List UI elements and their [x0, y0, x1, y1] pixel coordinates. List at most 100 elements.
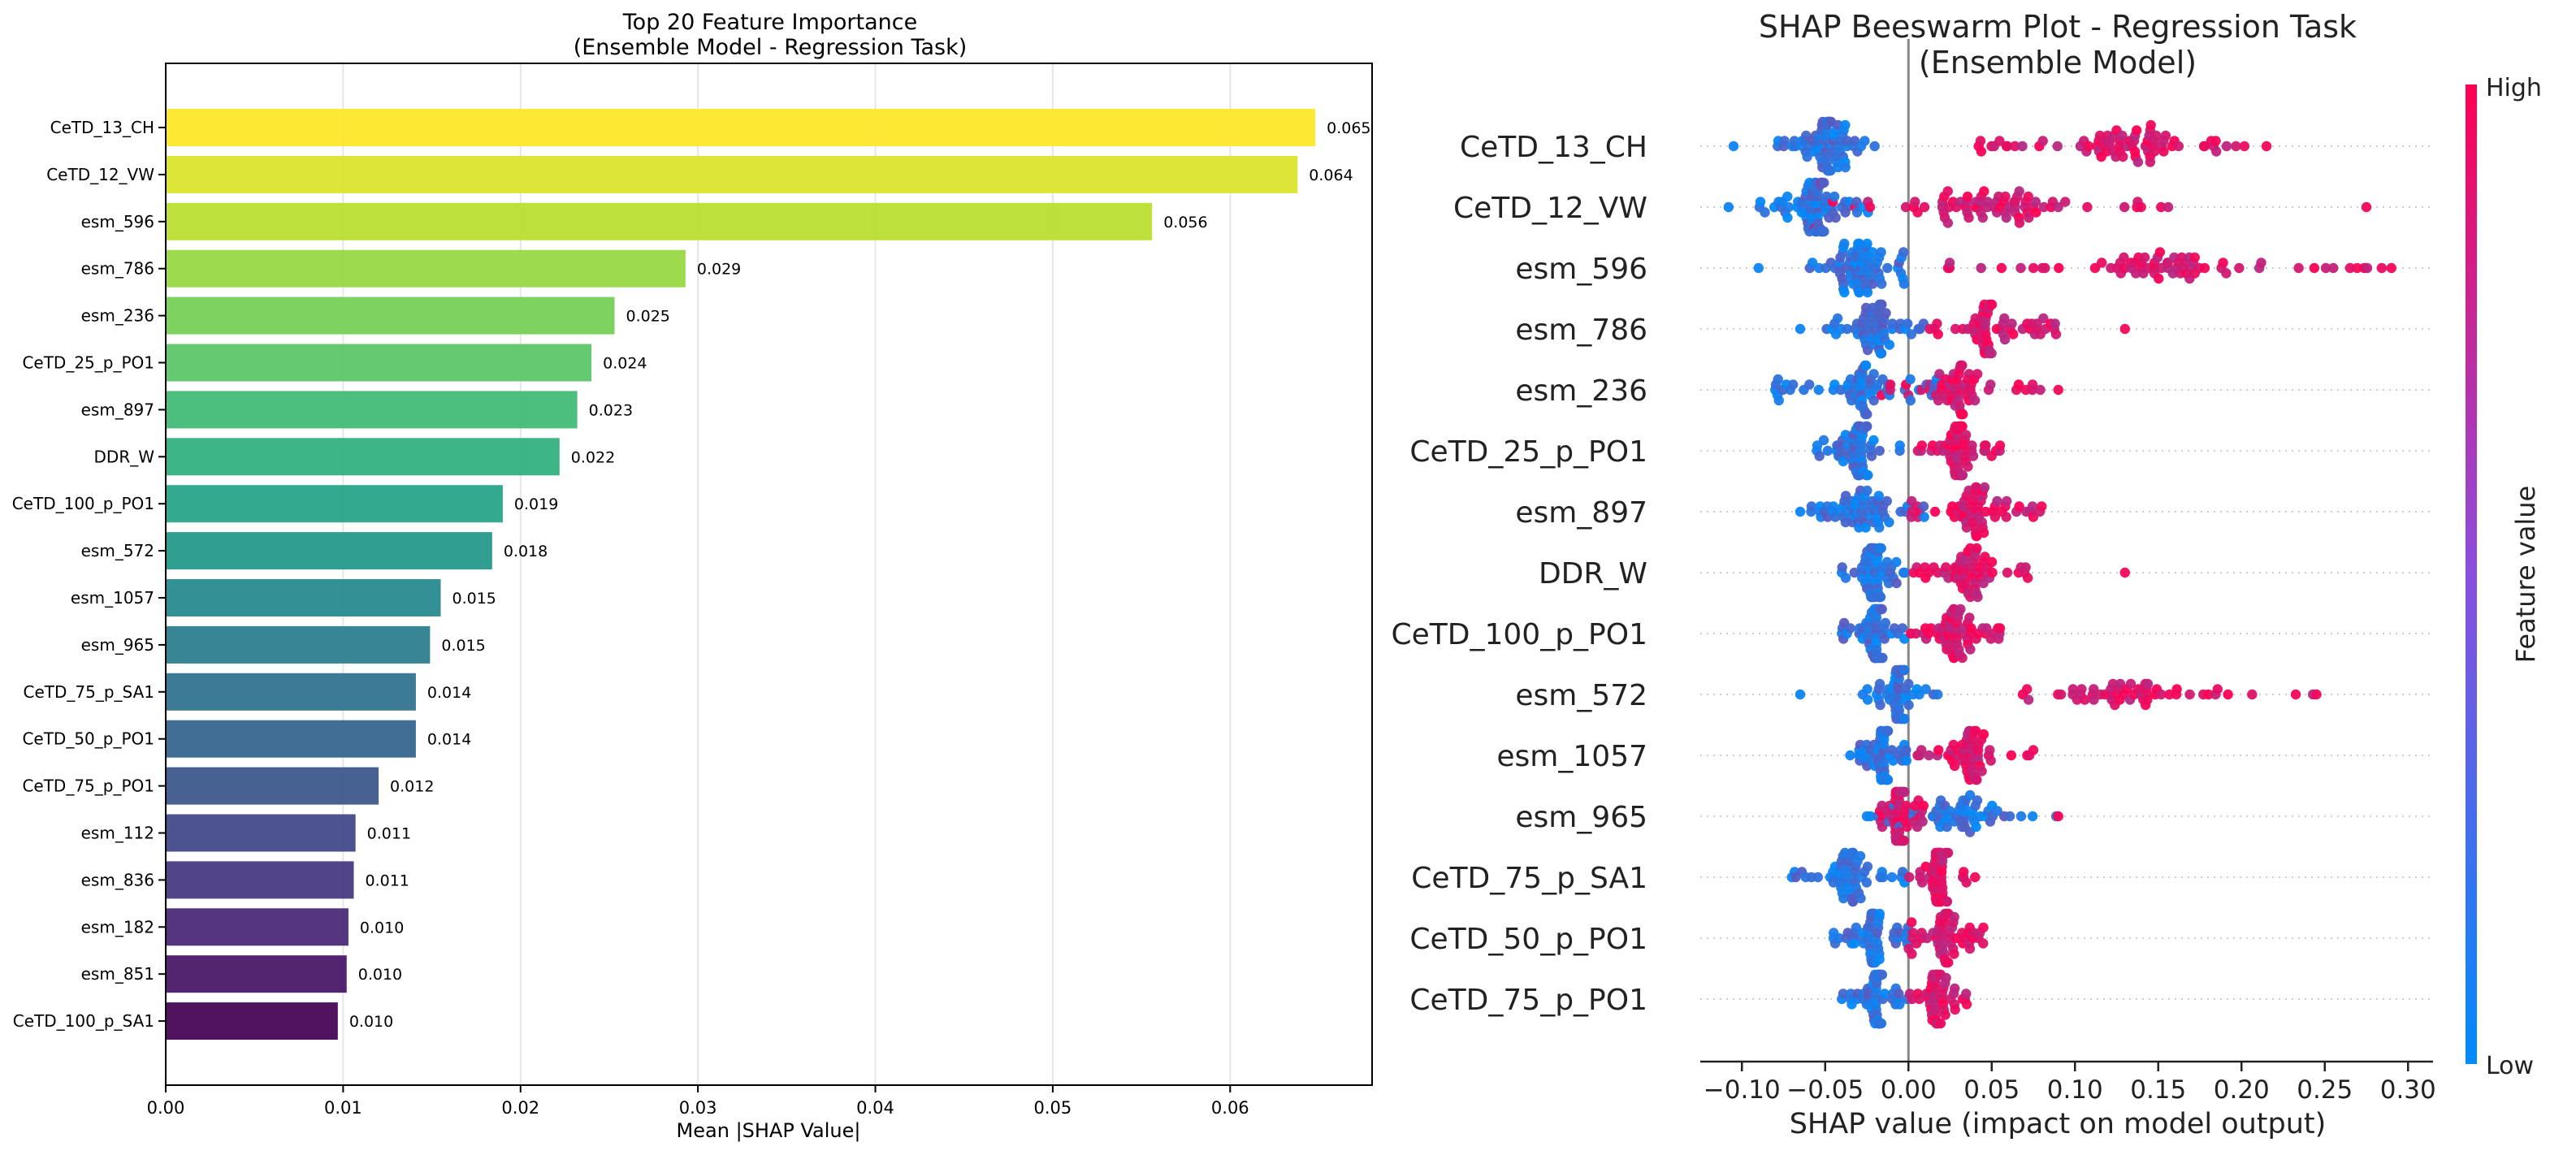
beeswarm-point	[1971, 821, 1981, 833]
beeswarm-point	[2004, 811, 2015, 822]
beeswarm-point	[2239, 141, 2250, 152]
beeswarm-point	[1877, 299, 1887, 310]
beeswarm-point	[2151, 130, 2162, 141]
beeswarm-point	[1874, 954, 1885, 965]
beeswarm-point	[1985, 379, 1996, 390]
beeswarm-point	[1910, 197, 1920, 207]
bar	[166, 814, 356, 852]
beeswarm-point	[1944, 806, 1955, 816]
beeswarm-point	[1868, 395, 1879, 406]
beeswarm-point	[1886, 872, 1898, 883]
beeswarm-point	[1981, 440, 1991, 451]
bar-category-label: CeTD_75_p_SA1	[23, 682, 154, 702]
beeswarm-point	[2115, 678, 2126, 690]
beeswarm-point	[1906, 917, 1917, 928]
beeswarm-point	[1978, 922, 1989, 933]
beeswarm-point	[2189, 252, 2200, 263]
beeswarm-point	[2014, 186, 2024, 197]
beeswarm-point	[1866, 451, 1877, 461]
beeswarm-point	[1875, 699, 1885, 711]
beeswarm-point	[1900, 201, 1911, 213]
beeswarm-point	[2361, 201, 2372, 213]
beeswarm-point	[2007, 329, 2019, 340]
beeswarm-point	[1944, 257, 1955, 268]
beeswarm-point	[2023, 694, 2034, 705]
beeswarm-point	[1950, 983, 1960, 994]
bar-category-label: esm_1057	[71, 588, 154, 608]
beeswarm-point	[1874, 522, 1885, 533]
beeswarm-point	[2097, 257, 2107, 268]
beeswarm-point	[1977, 212, 1988, 223]
beeswarm-point	[2000, 191, 2011, 202]
beeswarm-point	[1978, 938, 1989, 949]
beeswarm-point	[1972, 591, 1983, 603]
beeswarm-point	[2030, 197, 2041, 207]
beeswarm-point	[2028, 745, 2039, 755]
beeswarm-feature-label: CeTD_50_p_PO1	[1409, 923, 1647, 956]
beeswarm-point	[1868, 369, 1879, 379]
beeswarm-point	[2221, 268, 2232, 279]
beeswarm-point	[1985, 755, 1996, 766]
beeswarm-point	[2002, 495, 2012, 507]
beeswarm-point	[2158, 146, 2169, 157]
beeswarm-point	[1787, 379, 1799, 390]
bar-category-label: esm_965	[81, 635, 154, 655]
beeswarm-point	[1961, 999, 1972, 1010]
beeswarm-point	[1981, 506, 1991, 517]
beeswarm-point	[1912, 207, 1923, 218]
beeswarm-point	[1832, 313, 1843, 324]
beeswarm-point	[1790, 141, 1801, 152]
beeswarm-point	[2247, 689, 2258, 700]
beeswarm-point	[2142, 678, 2154, 690]
beeswarm-point	[1994, 623, 2006, 634]
beeswarm-point	[2136, 201, 2146, 213]
beeswarm-point	[1862, 861, 1873, 872]
beeswarm-point	[1873, 491, 1884, 501]
beeswarm-point	[1783, 201, 1795, 213]
beeswarm-point	[1940, 1010, 1950, 1020]
bar-x-axis: 0.00 0.01 0.02 0.03 0.04 0.05 0.06	[147, 1085, 1249, 1118]
bar	[166, 155, 1298, 193]
beeswarm-point	[1833, 162, 1843, 173]
beeswarm-point	[1942, 896, 1953, 907]
beeswarm-point	[1869, 141, 1880, 152]
beeswarm-point	[1992, 806, 2002, 816]
beeswarm-point	[1979, 482, 1990, 493]
beeswarm-point	[2118, 151, 2128, 162]
beeswarm-point	[1840, 119, 1851, 131]
beeswarm-point	[2125, 678, 2137, 690]
beeswarm-point	[1899, 567, 1911, 578]
beeswarm-point	[1804, 379, 1815, 390]
beeswarm-point	[2212, 684, 2223, 694]
beeswarm-point	[2156, 689, 2167, 700]
beeswarm-point	[1894, 440, 1905, 451]
bar-category-label: esm_786	[81, 259, 154, 279]
bar-value-label: 0.015	[452, 590, 496, 608]
beeswarm-title-line1: SHAP Beeswarm Plot - Regression Task	[1759, 9, 2357, 45]
beeswarm-point	[1828, 501, 1839, 512]
beeswarm-point	[2040, 262, 2050, 274]
beeswarm-point	[1902, 318, 1913, 329]
beeswarm-point	[2038, 313, 2049, 324]
beeswarm-point	[2221, 141, 2232, 152]
beeswarm-point	[2055, 689, 2067, 700]
beeswarm-point	[2145, 157, 2156, 167]
beeswarm-point	[2014, 501, 2024, 512]
bar-value-label: 0.015	[441, 637, 485, 655]
beeswarm-x-tick-label: 0.25	[2297, 1075, 2353, 1105]
beeswarm-point	[1840, 162, 1851, 173]
beeswarm-point	[1862, 238, 1872, 249]
bar-value-label: 0.010	[358, 966, 402, 984]
beeswarm-point	[1851, 922, 1862, 933]
beeswarm-point	[1864, 201, 1876, 213]
beeswarm-point	[1958, 409, 1968, 420]
beeswarm-point	[2006, 750, 2017, 761]
beeswarm-point	[1992, 495, 2002, 507]
beeswarm-point	[1863, 469, 1873, 481]
bar	[166, 438, 560, 476]
beeswarm-point	[1957, 421, 1968, 432]
bar	[166, 720, 416, 758]
beeswarm-point	[2145, 119, 2156, 131]
bar	[166, 249, 686, 288]
beeswarm-point	[1935, 1018, 1946, 1029]
